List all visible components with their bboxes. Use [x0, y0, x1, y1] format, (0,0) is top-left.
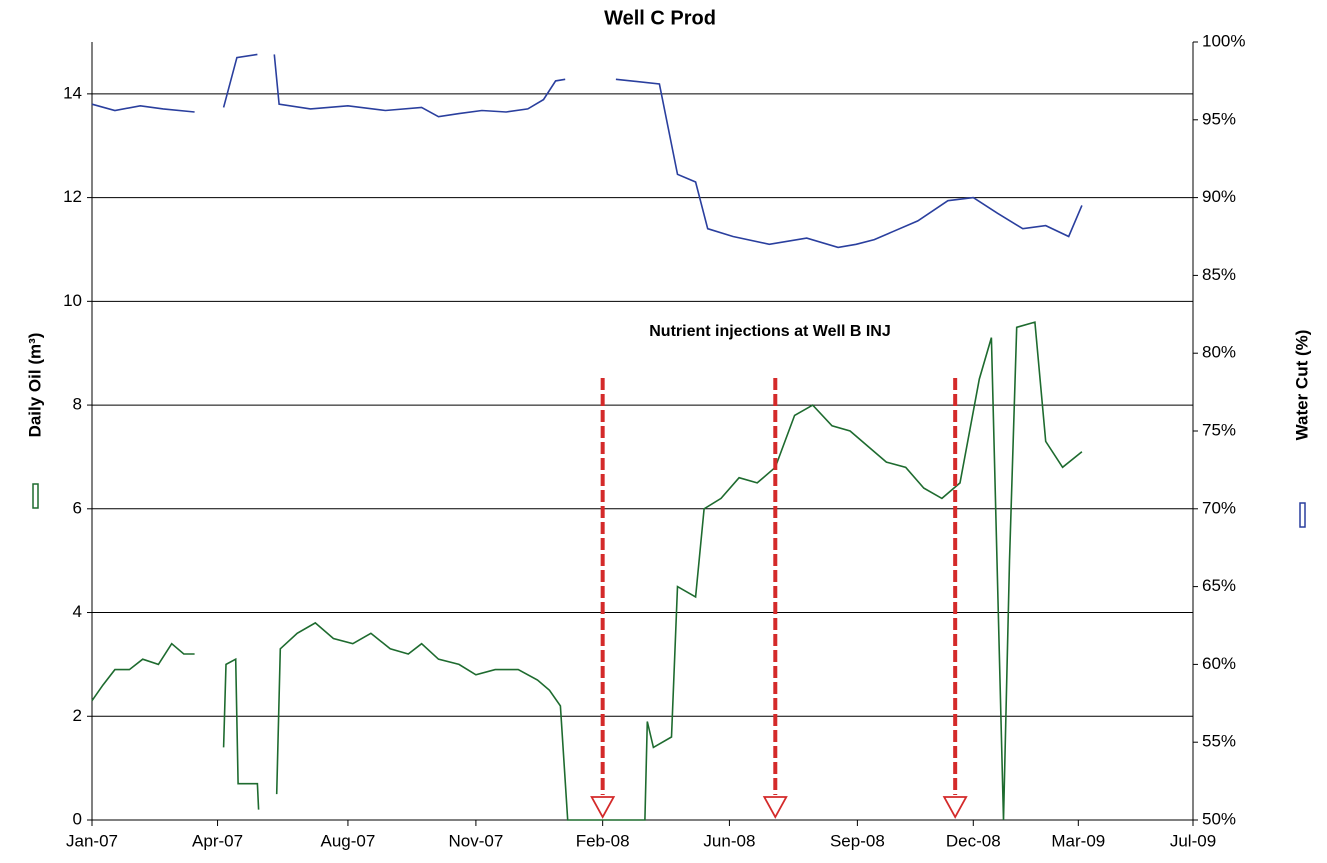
y-tick-label: 12	[63, 187, 82, 206]
y2-tick-label: 60%	[1202, 654, 1236, 673]
data-line	[91, 53, 1083, 249]
x-tick-label: Jun-08	[703, 831, 755, 850]
injection-arrow-head	[942, 796, 968, 819]
y-axis-label: Daily Oil (m³)	[25, 333, 44, 438]
x-tick-label: Feb-08	[576, 831, 630, 850]
x-tick-label: Jan-07	[66, 831, 118, 850]
y2-tick-label: 100%	[1202, 31, 1245, 50]
y-tick-label: 2	[73, 706, 82, 725]
y2-tick-label: 85%	[1202, 265, 1236, 284]
y-tick-label: 8	[73, 395, 82, 414]
y2-axis-label: Water Cut (%)	[1292, 330, 1311, 441]
x-tick-label: Mar-09	[1051, 831, 1105, 850]
annotation: Nutrient injections at Well B INJ	[649, 323, 891, 340]
y2-tick-label: 95%	[1202, 109, 1236, 128]
x-tick-label: Apr-07	[192, 831, 243, 850]
y-tick-label: 6	[73, 498, 82, 517]
y2-tick-label: 90%	[1202, 187, 1236, 206]
y-tick-label: 4	[73, 602, 82, 621]
y2-tick-label: 50%	[1202, 809, 1236, 828]
data-line	[91, 321, 1083, 821]
chart-title: Well C Prod	[604, 7, 716, 29]
y2-tick-label: 75%	[1202, 420, 1236, 439]
x-tick-label: Jul-09	[1170, 831, 1216, 850]
x-tick-label: Dec-08	[946, 831, 1001, 850]
injection-arrow-head	[590, 796, 616, 819]
x-tick-label: Aug-07	[321, 831, 376, 850]
y-tick-label: 0	[73, 809, 82, 828]
x-tick-label: Sep-08	[830, 831, 885, 850]
y-tick-label: 14	[63, 83, 82, 102]
y-tick-label: 10	[63, 291, 82, 310]
x-tick-label: Nov-07	[448, 831, 503, 850]
y2-tick-label: 70%	[1202, 498, 1236, 517]
y2-tick-label: 80%	[1202, 343, 1236, 362]
y2-tick-label: 55%	[1202, 732, 1236, 751]
y2-tick-label: 65%	[1202, 576, 1236, 595]
legend-swatch	[1299, 502, 1306, 528]
legend-swatch	[32, 483, 39, 509]
injection-arrow-head	[762, 796, 788, 819]
